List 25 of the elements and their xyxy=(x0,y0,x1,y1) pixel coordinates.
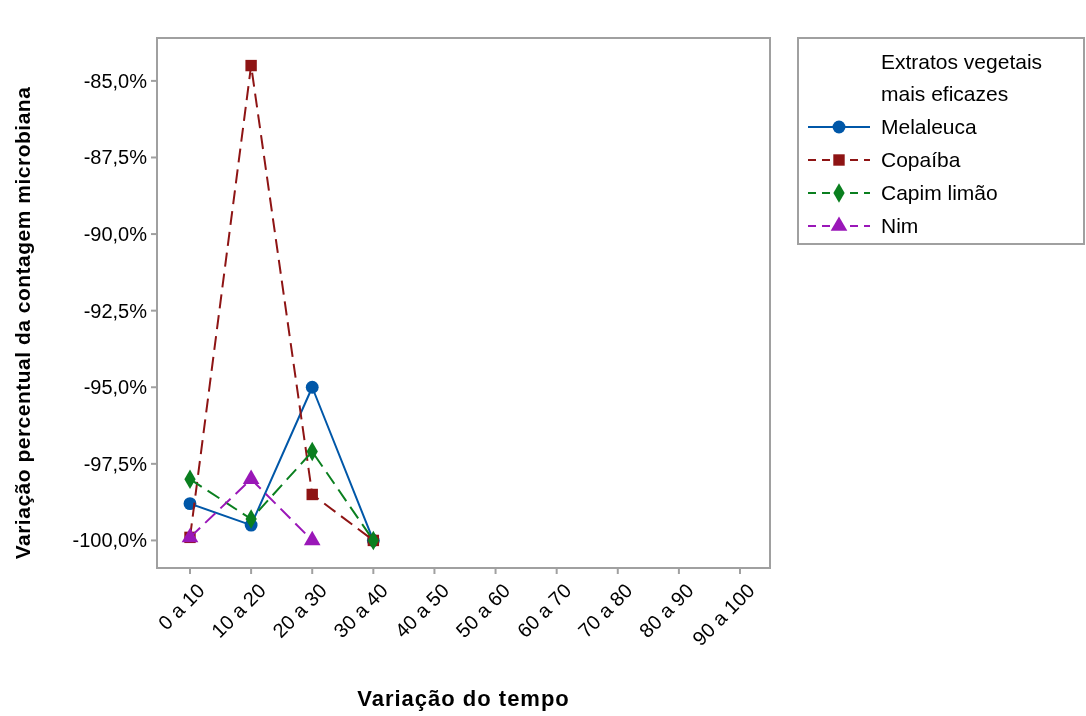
x-tick-label: 10 a 20 xyxy=(207,579,270,642)
x-tick-label: 30 a 40 xyxy=(329,579,393,642)
y-tick-label: -97,5% xyxy=(83,452,148,475)
y-tick-label: -87,5% xyxy=(83,146,148,169)
x-tick-label: 20 a 30 xyxy=(268,579,331,642)
point xyxy=(306,488,318,501)
y-tick-label: -85,0% xyxy=(83,69,148,92)
y-tick-label: -95,0% xyxy=(83,376,148,399)
x-tick-label: 40 a 50 xyxy=(390,579,454,642)
legend-title: Extratos vegetais mais eficazes xyxy=(881,50,1043,105)
y-tick-label: -92,5% xyxy=(83,299,148,322)
x-tick-label: 60 a 70 xyxy=(512,579,576,642)
legend-label: Copaíba xyxy=(881,148,961,172)
legend-label: Capim limão xyxy=(881,181,998,205)
x-axis-title: Variação do tempo xyxy=(357,686,570,711)
point xyxy=(245,59,257,72)
x-tick-label: 70 a 80 xyxy=(573,579,637,642)
y-axis-title: Variação percentual da contagem microbiana xyxy=(11,86,34,560)
x-tick-label: 50 a 60 xyxy=(451,579,515,642)
legend-label: Melaleuca xyxy=(881,115,978,139)
y-tick-label: -90,0% xyxy=(83,223,148,246)
y-tick-label: -100,0% xyxy=(72,529,148,552)
x-tick-label: 0 a 10 xyxy=(153,579,209,635)
point xyxy=(305,380,319,394)
legend-label: Nim xyxy=(881,214,919,238)
